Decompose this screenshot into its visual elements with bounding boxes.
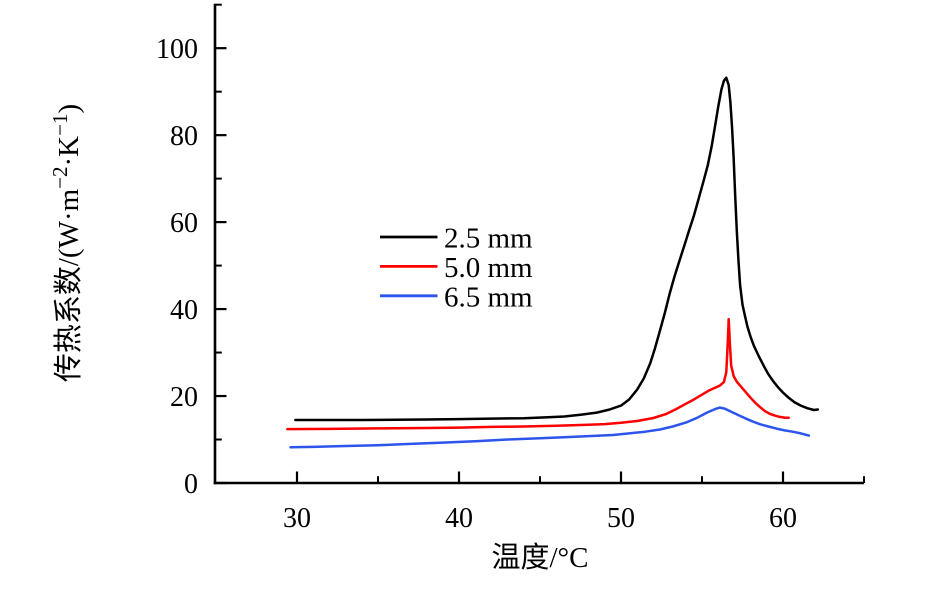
legend-item: 2.5 mm xyxy=(380,223,533,255)
chart-legend: 2.5 mm5.0 mm6.5 mm xyxy=(380,223,533,313)
y-axis-title: 传热系数/(W·m−2·K−1) xyxy=(48,104,85,382)
legend-label: 2.5 mm xyxy=(444,223,533,255)
series-line-2-5-mm xyxy=(294,76,820,422)
y-tick-label: 0 xyxy=(184,469,198,500)
x-tick-label: 60 xyxy=(769,503,797,534)
legend-item: 5.0 mm xyxy=(380,252,533,284)
x-tick-label: 30 xyxy=(283,503,311,534)
y-axis: 0 20 40 60 80 100 xyxy=(156,3,227,500)
y-tick-label: 80 xyxy=(170,121,198,152)
y-tick-label: 100 xyxy=(156,34,198,65)
x-axis-title: 温度/°C xyxy=(492,541,589,574)
x-tick-label: 50 xyxy=(607,503,635,534)
legend-label: 6.5 mm xyxy=(444,281,533,313)
y-tick-label: 40 xyxy=(170,295,198,326)
legend-label: 5.0 mm xyxy=(444,252,533,284)
x-tick-label: 40 xyxy=(445,503,473,534)
y-tick-label: 60 xyxy=(170,208,198,239)
x-axis: 30 40 50 60 xyxy=(213,471,865,534)
legend-item: 6.5 mm xyxy=(380,281,533,313)
y-tick-label: 20 xyxy=(170,382,198,413)
series-lines xyxy=(286,76,820,449)
series-line-5-0-mm xyxy=(286,317,790,431)
series-line-6-5-mm xyxy=(289,406,811,449)
